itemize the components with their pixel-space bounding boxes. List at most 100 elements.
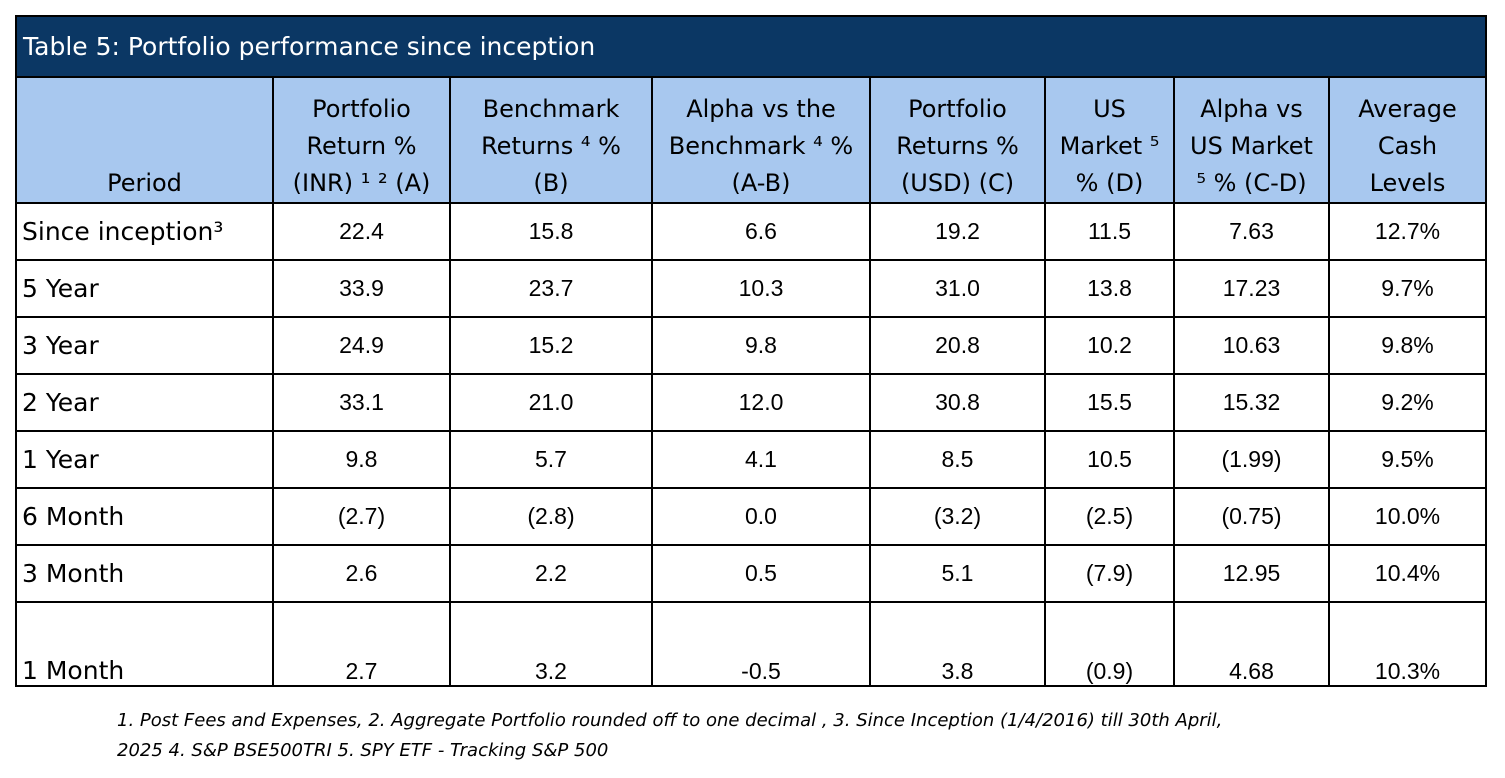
- value-cell: 10.5: [1044, 430, 1175, 489]
- column-header-line: Average: [1358, 95, 1457, 123]
- value-cell: 8.5: [869, 430, 1046, 489]
- column-header: Alpha vs the Benchmark ⁴ % (A-B): [651, 76, 871, 204]
- value-cell: 2.2: [449, 544, 653, 603]
- value-cell: 10.3: [651, 259, 871, 318]
- column-header-line: Market ⁵: [1059, 132, 1160, 160]
- column-header-line: Alpha vs the: [686, 95, 836, 123]
- period-cell: 6 Month: [15, 487, 274, 546]
- column-header-line: Levels: [1369, 169, 1446, 197]
- value-cell: 10.4%: [1327, 544, 1488, 603]
- value-cell: (7.9): [1044, 544, 1175, 603]
- value-cell: 31.0: [869, 259, 1046, 318]
- column-header: US Market ⁵ % (D): [1044, 76, 1175, 204]
- column-header: Portfolio Returns % (USD) (C): [869, 76, 1046, 204]
- column-header-line: (INR) ¹ ² (A): [292, 169, 431, 197]
- period-cell: 5 Year: [15, 259, 274, 318]
- table-row: 6 Month (2.7) (2.8) 0.0 (3.2) (2.5) (0.75) 10.0…: [15, 487, 1488, 546]
- column-header-line: Portfolio: [312, 95, 411, 123]
- value-cell: (3.2): [869, 487, 1046, 546]
- performance-table: Table 5: Portfolio performance since inc…: [14, 15, 1488, 687]
- period-cell: 1 Month: [15, 601, 274, 687]
- value-cell: 13.8: [1044, 259, 1175, 318]
- column-header-line: ⁵ % (C-D): [1196, 169, 1307, 197]
- value-cell: 9.8: [651, 316, 871, 375]
- footnote-line-2: 2025 4. S&P BSE500TRI 5. SPY ETF - Track…: [117, 740, 609, 761]
- value-cell: 33.1: [272, 373, 451, 432]
- table-row: 1 Month 2.7 3.2 -0.5 3.8 (0.9) 4.68 10.3%: [15, 601, 1488, 687]
- table-row: 5 Year 33.9 23.7 10.3 31.0 13.8 17.23 9.7%: [15, 259, 1488, 318]
- column-header: Average Cash Levels: [1327, 76, 1488, 204]
- value-cell: -0.5: [651, 601, 871, 687]
- value-cell: 12.7%: [1327, 202, 1488, 261]
- value-cell: 12.0: [651, 373, 871, 432]
- table-title: Table 5: Portfolio performance since inc…: [14, 15, 1488, 78]
- value-cell: 9.7%: [1327, 259, 1488, 318]
- column-header: Alpha vs US Market ⁵ % (C-D): [1173, 76, 1330, 204]
- table-row: Since inception³ 22.4 15.8 6.6 19.2 11.5 7.63 1…: [15, 202, 1488, 261]
- header-row: Period Portfolio Return % (INR) ¹ ² (A) Benc…: [15, 76, 1488, 204]
- value-cell: (1.99): [1173, 430, 1330, 489]
- table-row: 2 Year 33.1 21.0 12.0 30.8 15.5 15.32 9.2%: [15, 373, 1488, 432]
- value-cell: (2.8): [449, 487, 653, 546]
- value-cell: 9.8%: [1327, 316, 1488, 375]
- table-row: 3 Month 2.6 2.2 0.5 5.1 (7.9) 12.95 10.4%: [15, 544, 1488, 603]
- value-cell: 4.1: [651, 430, 871, 489]
- column-header-line: Period: [107, 169, 182, 197]
- value-cell: 17.23: [1173, 259, 1330, 318]
- period-cell: 1 Year: [15, 430, 274, 489]
- value-cell: 0.5: [651, 544, 871, 603]
- value-cell: 9.5%: [1327, 430, 1488, 489]
- value-cell: 4.68: [1173, 601, 1330, 687]
- column-header: Benchmark Returns ⁴ % (B): [449, 76, 653, 204]
- value-cell: 2.7: [272, 601, 451, 687]
- table-body: Since inception³ 22.4 15.8 6.6 19.2 11.5 7.63 1…: [15, 202, 1488, 687]
- column-header-line: Benchmark ⁴ %: [668, 132, 854, 160]
- value-cell: (0.9): [1044, 601, 1175, 687]
- column-header-line: Return %: [306, 132, 417, 160]
- value-cell: 22.4: [272, 202, 451, 261]
- value-cell: 24.9: [272, 316, 451, 375]
- value-cell: 0.0: [651, 487, 871, 546]
- value-cell: 33.9: [272, 259, 451, 318]
- value-cell: 3.2: [449, 601, 653, 687]
- column-header-line: (B): [533, 169, 569, 197]
- value-cell: 10.63: [1173, 316, 1330, 375]
- column-header-line: US Market: [1190, 132, 1313, 160]
- value-cell: 15.2: [449, 316, 653, 375]
- value-cell: 9.2%: [1327, 373, 1488, 432]
- value-cell: 19.2: [869, 202, 1046, 261]
- column-header-line: (A-B): [731, 169, 791, 197]
- column-header-line: Returns ⁴ %: [481, 132, 621, 160]
- column-header: Portfolio Return % (INR) ¹ ² (A): [272, 76, 451, 204]
- value-cell: 10.0%: [1327, 487, 1488, 546]
- column-header-line: (USD) (C): [900, 169, 1015, 197]
- column-header-line: Alpha vs: [1200, 95, 1303, 123]
- period-cell: 2 Year: [15, 373, 274, 432]
- value-cell: 12.95: [1173, 544, 1330, 603]
- column-header-line: Returns %: [896, 132, 1019, 160]
- footnote-line-1: 1. Post Fees and Expenses, 2. Aggregate …: [117, 710, 1223, 731]
- value-cell: 6.6: [651, 202, 871, 261]
- period-cell: Since inception³: [15, 202, 274, 261]
- value-cell: 2.6: [272, 544, 451, 603]
- column-header-line: Portfolio: [908, 95, 1007, 123]
- period-cell: 3 Month: [15, 544, 274, 603]
- value-cell: 9.8: [272, 430, 451, 489]
- value-cell: (2.5): [1044, 487, 1175, 546]
- value-cell: 20.8: [869, 316, 1046, 375]
- column-header-period: Period: [15, 76, 274, 204]
- period-cell: 3 Year: [15, 316, 274, 375]
- footnote: 1. Post Fees and Expenses, 2. Aggregate …: [117, 706, 1417, 766]
- value-cell: 10.3%: [1327, 601, 1488, 687]
- table-row: 3 Year 24.9 15.2 9.8 20.8 10.2 10.63 9.8%: [15, 316, 1488, 375]
- column-header-line: Cash: [1377, 132, 1438, 160]
- value-cell: 5.1: [869, 544, 1046, 603]
- value-cell: 23.7: [449, 259, 653, 318]
- column-header-line: US: [1093, 95, 1126, 123]
- value-cell: 5.7: [449, 430, 653, 489]
- value-cell: 11.5: [1044, 202, 1175, 261]
- value-cell: 15.32: [1173, 373, 1330, 432]
- column-header-line: Benchmark: [482, 95, 620, 123]
- value-cell: 10.2: [1044, 316, 1175, 375]
- value-cell: (2.7): [272, 487, 451, 546]
